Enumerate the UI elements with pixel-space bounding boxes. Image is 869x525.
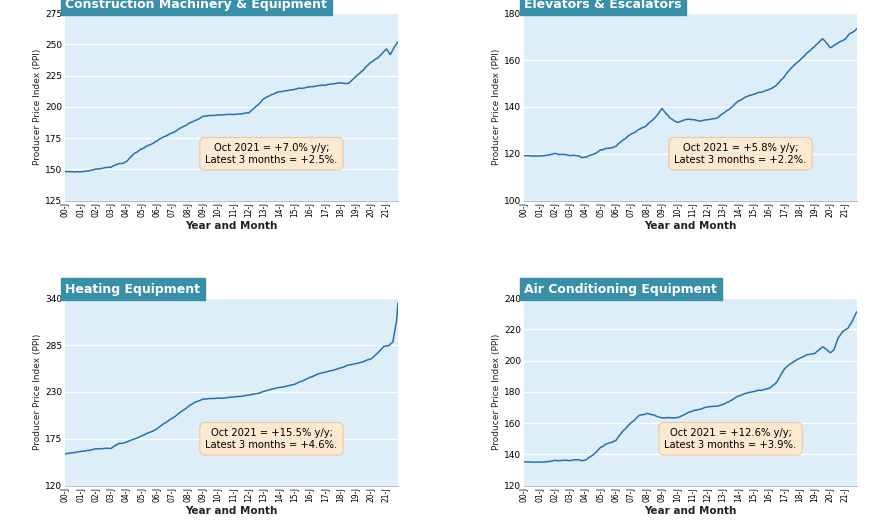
X-axis label: Year and Month: Year and Month: [185, 506, 277, 516]
Y-axis label: Producer Price Index (PPI): Producer Price Index (PPI): [492, 49, 501, 165]
X-axis label: Year and Month: Year and Month: [644, 506, 736, 516]
Text: Oct 2021 = +15.5% y/y;
Latest 3 months = +4.6%.: Oct 2021 = +15.5% y/y; Latest 3 months =…: [205, 428, 337, 449]
Text: Air Conditioning Equipment: Air Conditioning Equipment: [524, 282, 716, 296]
X-axis label: Year and Month: Year and Month: [185, 222, 277, 232]
Text: Construction Machinery & Equipment: Construction Machinery & Equipment: [65, 0, 327, 10]
Text: Heating Equipment: Heating Equipment: [65, 282, 200, 296]
Y-axis label: Producer Price Index (PPI): Producer Price Index (PPI): [492, 334, 501, 450]
Text: Oct 2021 = +5.8% y/y;
Latest 3 months = +2.2%.: Oct 2021 = +5.8% y/y; Latest 3 months = …: [673, 143, 806, 164]
Text: Oct 2021 = +12.6% y/y;
Latest 3 months = +3.9%.: Oct 2021 = +12.6% y/y; Latest 3 months =…: [664, 428, 796, 449]
Y-axis label: Producer Price Index (PPI): Producer Price Index (PPI): [33, 334, 43, 450]
Text: Elevators & Escalators: Elevators & Escalators: [524, 0, 681, 10]
Y-axis label: Producer Price Index (PPI): Producer Price Index (PPI): [33, 49, 43, 165]
X-axis label: Year and Month: Year and Month: [644, 222, 736, 232]
Text: Oct 2021 = +7.0% y/y;
Latest 3 months = +2.5%.: Oct 2021 = +7.0% y/y; Latest 3 months = …: [205, 143, 337, 164]
